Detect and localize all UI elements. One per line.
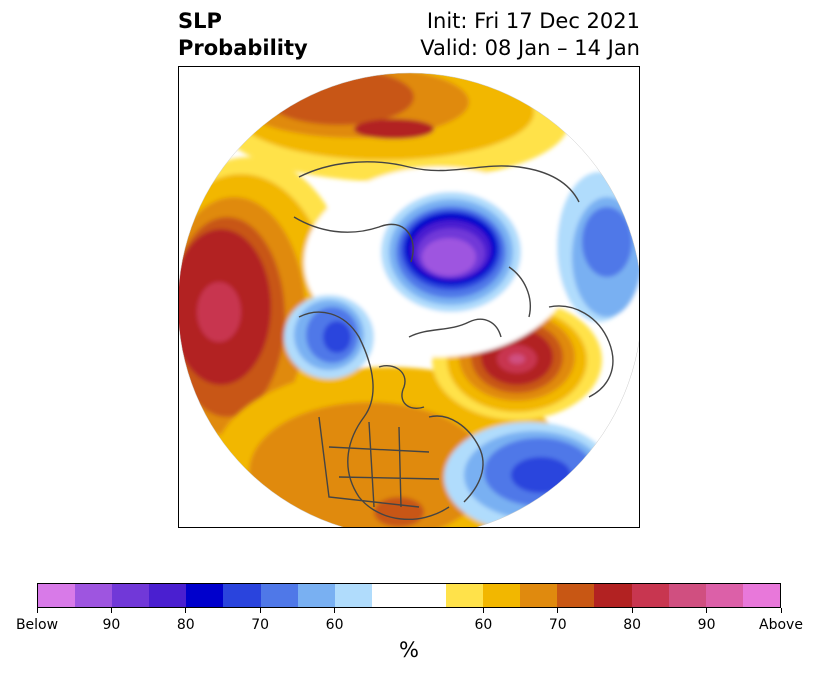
colorbar-segment [446, 584, 484, 607]
above-region-north-rust [264, 73, 414, 125]
below-region-siberia-mid [582, 207, 632, 277]
colorbar-tick-label: 70 [548, 617, 567, 633]
above-region-na-rust [374, 497, 424, 527]
colorbar-segment [112, 584, 150, 607]
colorbar-tickmark [557, 608, 559, 613]
colorbar-tickmark [780, 608, 782, 613]
colorbar-segment [705, 584, 743, 607]
colorbar-tickmark [482, 608, 484, 613]
above-region-na-orange [249, 402, 489, 527]
colorbar-segment [742, 584, 780, 607]
colorbar-segment [149, 584, 187, 607]
colorbar-segment [75, 584, 113, 607]
colorbar-tick-label: 90 [102, 617, 121, 633]
colorbar-tickmark [706, 608, 708, 613]
title-right: Init: Fri 17 Dec 2021 Valid: 08 Jan – 14… [420, 8, 640, 62]
colorbar-segment [631, 584, 669, 607]
above-region-north-red [354, 119, 434, 139]
map-frame [178, 66, 640, 528]
colorbar-segment [38, 584, 76, 607]
polar-map [179, 72, 639, 527]
below-region-southeast-deep [511, 457, 571, 493]
colorbar-tick-label: 80 [623, 617, 642, 633]
coastlines [293, 161, 614, 520]
colorbar-tick-label: 90 [697, 617, 716, 633]
below-region-pacific-deep [323, 321, 351, 353]
above-region-atlantic-pink [509, 354, 525, 364]
colorbar-tick-label: 70 [251, 617, 270, 633]
colorbar [37, 583, 781, 608]
colorbar-tickmark [631, 608, 633, 613]
colorbar-tick-label: 80 [176, 617, 195, 633]
colorbar-segment [594, 584, 632, 607]
colorbar-segment [186, 584, 224, 607]
colorbar-segment [668, 584, 706, 607]
colorbar-segment [520, 584, 558, 607]
colorbar-tick-label: Below [15, 617, 59, 633]
colorbar-tick-label: 60 [325, 617, 344, 633]
colorbar-segment [557, 584, 595, 607]
colorbar-tickmark [185, 608, 187, 613]
title-line2: Probability [178, 36, 308, 60]
colorbar-segment [260, 584, 298, 607]
colorbar-tickmark [110, 608, 112, 613]
colorbar-tickmark [259, 608, 261, 613]
colorbar-tickmark [36, 608, 38, 613]
title-left: SLP Probability [178, 8, 308, 62]
colorbar-segment [371, 584, 409, 607]
colorbar-unit: % [399, 638, 419, 662]
title-line1: SLP [178, 9, 222, 33]
colorbar-segment [297, 584, 335, 607]
above-region-west-crimson [197, 282, 241, 342]
colorbar-segment [483, 584, 521, 607]
colorbar-tickmark [334, 608, 336, 613]
colorbar-segment [223, 584, 261, 607]
colorbar-tick-label: Above [759, 617, 803, 633]
valid-range: Valid: 08 Jan – 14 Jan [420, 36, 640, 60]
map-boundary [179, 72, 639, 527]
colorbar-segment [334, 584, 372, 607]
init-date: Init: Fri 17 Dec 2021 [426, 9, 640, 33]
below-region-pole-purple [422, 238, 476, 276]
colorbar-tick-label: 60 [474, 617, 493, 633]
colorbar-segment [408, 584, 447, 607]
